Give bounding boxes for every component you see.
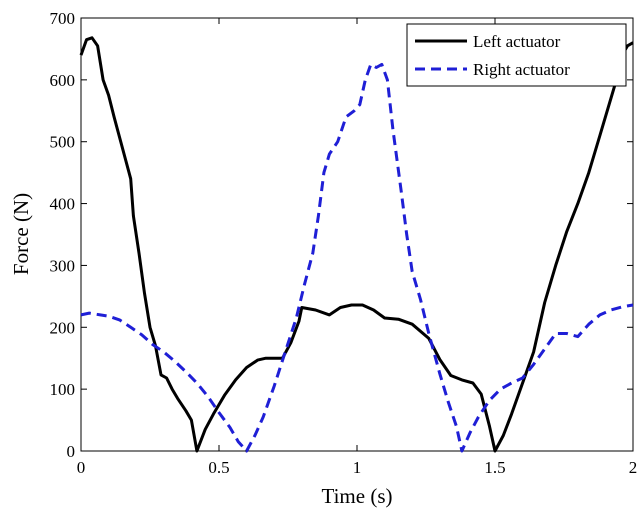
y-tick-label: 100 xyxy=(50,380,76,399)
x-axis: 0 0.5 1 1.5 2 xyxy=(77,18,638,477)
legend-label-right-actuator: Right actuator xyxy=(473,60,570,79)
y-tick-label: 400 xyxy=(50,195,76,214)
series-line-right-actuator xyxy=(80,62,634,453)
x-tick-label: 1.5 xyxy=(484,458,505,477)
y-axis-title: Force (N) xyxy=(9,193,33,275)
legend-label-left-actuator: Left actuator xyxy=(473,32,561,51)
y-tick-label: 700 xyxy=(50,9,76,28)
x-tick-label: 0 xyxy=(77,458,86,477)
legend-box xyxy=(406,23,627,87)
y-tick-label: 500 xyxy=(50,133,76,152)
series-line-left-actuator xyxy=(79,36,634,453)
y-tick-label: 200 xyxy=(50,318,76,337)
y-tick-label: 0 xyxy=(67,442,76,461)
plot-area xyxy=(80,17,634,452)
series-layer xyxy=(79,36,634,453)
x-tick-label: 1 xyxy=(353,458,362,477)
x-tick-label: 0.5 xyxy=(208,458,229,477)
y-tick-label: 300 xyxy=(50,256,76,275)
legend: Left actuator Right actuator xyxy=(406,23,627,87)
y-axis: 0 100 200 300 400 500 600 700 xyxy=(50,9,633,461)
x-tick-label: 2 xyxy=(629,458,638,477)
y-tick-label: 600 xyxy=(50,71,76,90)
x-axis-title: Time (s) xyxy=(322,484,393,508)
